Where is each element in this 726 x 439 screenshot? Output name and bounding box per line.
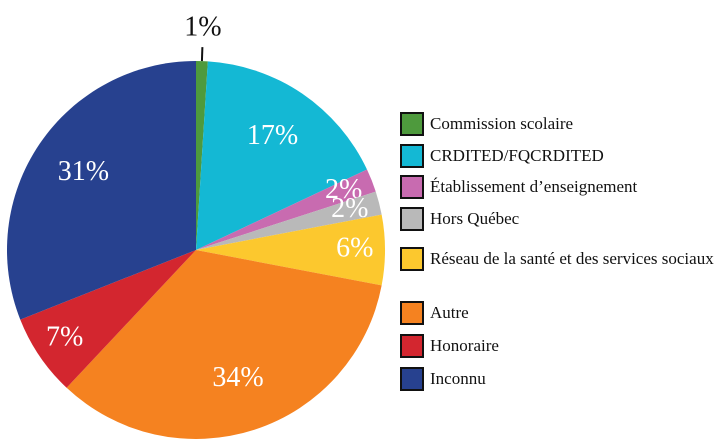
legend-swatch (400, 334, 424, 358)
pie-slice (196, 61, 368, 250)
legend-item: Hors Québec (400, 207, 726, 231)
legend-swatch (400, 144, 424, 168)
legend-label: Autre (430, 303, 469, 322)
legend-item: Honoraire (400, 334, 726, 358)
pie-slice (66, 250, 382, 439)
legend-swatch (400, 301, 424, 325)
legend-label: Honoraire (430, 336, 499, 355)
value-label: 34% (212, 362, 263, 393)
legend-swatch (400, 247, 424, 271)
legend-item: Réseau de la santé et des services socia… (400, 247, 726, 271)
legend-swatch (400, 175, 424, 199)
pie-slice (196, 61, 208, 250)
legend-swatch (400, 112, 424, 136)
pie-slice (7, 61, 197, 320)
value-label: 17% (247, 120, 298, 151)
legend-label: Hors Québec (430, 209, 520, 228)
legend-label: Réseau de la santé et des services socia… (430, 249, 714, 268)
pie-slice (20, 250, 196, 388)
legend-item: Inconnu (400, 367, 726, 391)
legend-item: CRDITED/FQCRDITED (400, 144, 726, 168)
value-label: 6% (336, 232, 373, 263)
value-label: 7% (46, 322, 83, 353)
legend-item: Établissement d’enseignement (400, 175, 726, 199)
legend-label: Établissement d’enseignement (430, 177, 638, 196)
legend-label: CRDITED/FQCRDITED (430, 146, 604, 165)
legend-item: Autre (400, 301, 726, 325)
value-label: 1% (184, 12, 221, 43)
legend-label: Inconnu (430, 369, 486, 388)
pie-slice (196, 191, 382, 250)
pie-slice (196, 169, 376, 250)
value-label: 31% (58, 156, 109, 187)
legend-label: Commission scolaire (430, 114, 574, 133)
legend-swatch (400, 367, 424, 391)
legend-swatch (400, 207, 424, 231)
pie-slice (196, 214, 385, 286)
legend-item: Commission scolaire (400, 112, 726, 136)
